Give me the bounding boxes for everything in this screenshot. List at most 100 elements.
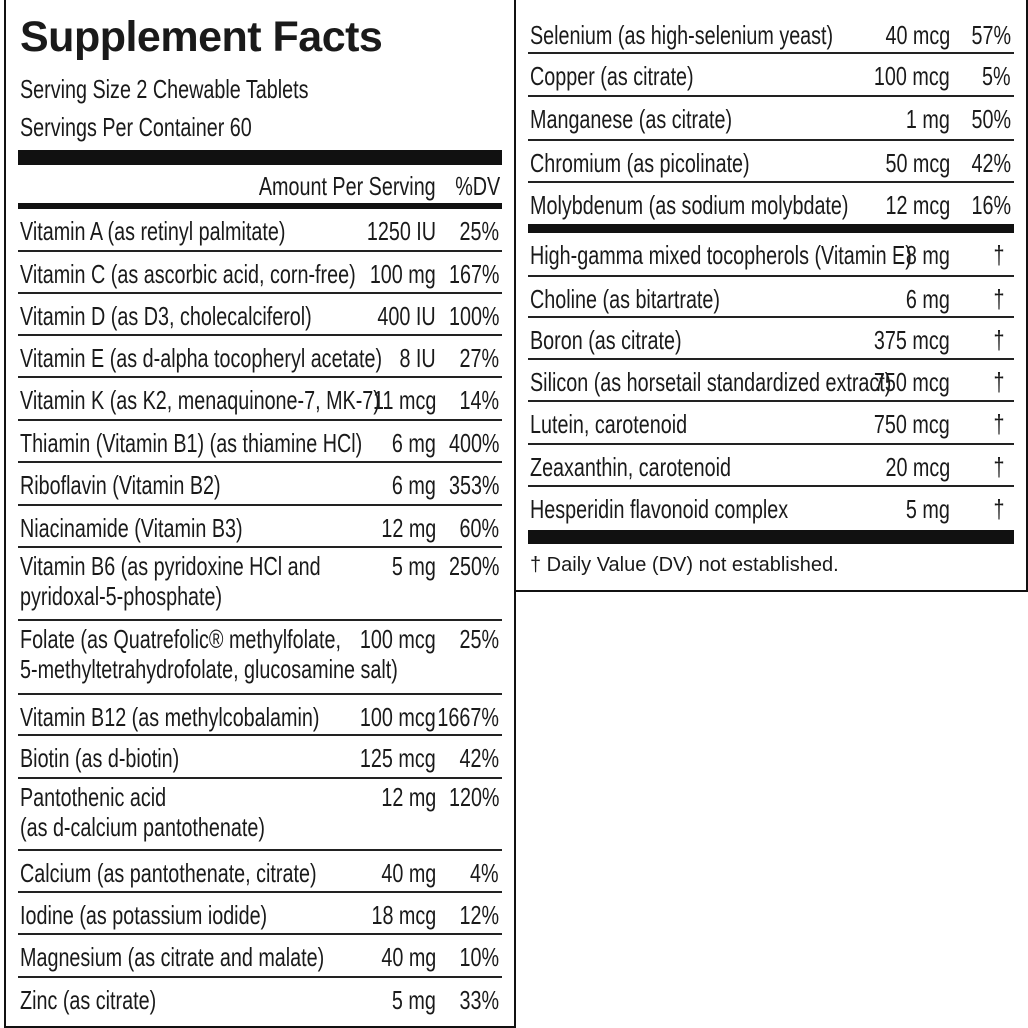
nutrient-row: Copper (as citrate) 100 mcg 5% (528, 54, 1014, 97)
nutrient-amount: 400 IU (377, 301, 436, 331)
nutrient-name-line2: (as d-calcium pantothenate) (20, 812, 265, 842)
nutrient-name: Molybdenum (as sodium molybdate) (530, 190, 849, 220)
nutrient-name: Niacinamide (Vitamin B3) (20, 513, 243, 543)
nutrient-dv: 42% (971, 148, 1011, 178)
nutrient-amount: 375 mcg (874, 325, 950, 355)
label-title: Supplement Facts (20, 13, 383, 61)
nutrient-amount: 40 mg (381, 942, 436, 972)
nutrient-name: Copper (as citrate) (530, 61, 694, 91)
amount-per-serving-header: Amount Per Serving (259, 171, 436, 201)
nutrient-dv: 42% (459, 743, 499, 773)
nutrient-dv: † (993, 452, 1004, 482)
thick-divider (528, 224, 1014, 233)
dv-header: %DV (454, 171, 500, 201)
nutrient-name: Vitamin B6 (as pyridoxine HCl and (20, 551, 321, 581)
nutrient-dv: 120% (448, 782, 499, 812)
nutrient-dv: 100% (448, 301, 499, 331)
nutrient-row: Magnesium (as citrate and malate) 40 mg 10… (18, 935, 502, 978)
nutrient-row: Chromium (as picolinate) 50 mcg 42% (528, 141, 1014, 183)
nutrient-name: High-gamma mixed tocopherols (Vitamin E) (530, 240, 912, 270)
nutrient-row: Vitamin E (as d-alpha tocopheryl acetate… (18, 336, 502, 378)
footnote: † Daily Value (DV) not established. (530, 554, 839, 576)
nutrient-name: Calcium (as pantothenate, citrate) (20, 858, 317, 888)
nutrient-row: Silicon (as horsetail standardized extra… (528, 360, 1014, 402)
nutrient-row: Vitamin B6 (as pyridoxine HCl and pyridox… (18, 548, 502, 621)
nutrient-dv: † (993, 240, 1004, 270)
nutrient-name: Riboflavin (Vitamin B2) (20, 470, 221, 500)
supplement-facts-right-panel: Selenium (as high-selenium yeast) 40 mcg 5… (514, 0, 1028, 592)
nutrient-amount: 8 mg (906, 240, 950, 270)
nutrient-amount: 100 mcg (360, 702, 436, 732)
nutrient-name: Chromium (as picolinate) (530, 148, 750, 178)
nutrient-row: Zinc (as citrate) 5 mg 33% (18, 978, 502, 1018)
nutrient-dv: 5% (982, 61, 1011, 91)
nutrient-row: Choline (as bitartrate) 6 mg † (528, 277, 1014, 318)
nutrient-dv: 33% (459, 985, 499, 1015)
nutrient-dv: † (993, 367, 1004, 397)
nutrient-row: Boron (as citrate) 375 mcg † (528, 318, 1014, 360)
servings-per-container: Servings Per Container 60 (20, 112, 252, 142)
nutrient-row: Iodine (as potassium iodide) 18 mcg 12% (18, 893, 502, 935)
nutrient-dv: † (993, 325, 1004, 355)
nutrient-row: Vitamin C (as ascorbic acid, corn-free) 1… (18, 252, 502, 294)
nutrient-amount: 5 mg (906, 494, 950, 524)
nutrient-row: Selenium (as high-selenium yeast) 40 mcg 5… (528, 13, 1014, 54)
nutrient-name-line2: pyridoxal-5-phosphate) (20, 581, 223, 611)
nutrient-name: Magnesium (as citrate and malate) (20, 942, 325, 972)
nutrient-dv: † (993, 494, 1004, 524)
nutrient-amount: 6 mg (392, 470, 436, 500)
nutrient-row: Pantothenic acid (as d-calcium pantothena… (18, 779, 502, 851)
nutrient-dv: 25% (459, 216, 499, 246)
nutrient-dv: 400% (448, 428, 499, 458)
nutrient-name: Zinc (as citrate) (20, 985, 157, 1015)
nutrient-name: Vitamin C (as ascorbic acid, corn-free) (20, 259, 356, 289)
nutrient-name: Hesperidin flavonoid complex (530, 494, 789, 524)
nutrient-amount: 8 IU (399, 343, 436, 373)
nutrient-name: Vitamin K (as K2, menaquinone-7, MK-7) (20, 385, 380, 415)
nutrient-row: Thiamin (Vitamin B1) (as thiamine HCl) 6 … (18, 421, 502, 463)
nutrient-dv: 25% (459, 624, 499, 654)
nutrient-dv: 4% (470, 858, 499, 888)
nutrient-name: Thiamin (Vitamin B1) (as thiamine HCl) (20, 428, 363, 458)
nutrient-name: Zeaxanthin, carotenoid (530, 452, 732, 482)
header-divider (18, 203, 502, 209)
nutrient-amount: 6 mg (392, 428, 436, 458)
nutrient-dv: 50% (971, 104, 1011, 134)
nutrient-name: Silicon (as horsetail standardized extra… (530, 367, 892, 397)
nutrient-amount: 100 mcg (360, 624, 436, 654)
nutrient-row: High-gamma mixed tocopherols (Vitamin E)… (528, 233, 1014, 277)
nutrient-amount: 18 mcg (371, 900, 436, 930)
nutrient-name: Choline (as bitartrate) (530, 284, 720, 314)
nutrient-amount: 100 mcg (874, 61, 950, 91)
nutrient-dv: 353% (448, 470, 499, 500)
nutrient-dv: 10% (459, 942, 499, 972)
nutrient-row: Vitamin K (as K2, menaquinone-7, MK-7) 11… (18, 378, 502, 421)
nutrient-amount: 100 mg (370, 259, 436, 289)
nutrient-row: Calcium (as pantothenate, citrate) 40 mg 4… (18, 851, 502, 893)
nutrient-name: Selenium (as high-selenium yeast) (530, 20, 834, 50)
nutrient-row: Hesperidin flavonoid complex 5 mg † (528, 487, 1014, 526)
nutrient-dv: 60% (459, 513, 499, 543)
nutrient-amount: 1 mg (906, 104, 950, 134)
nutrient-name: Vitamin B12 (as methylcobalamin) (20, 702, 320, 732)
thick-divider (528, 530, 1014, 544)
nutrient-dv: 12% (459, 900, 499, 930)
nutrient-amount: 40 mcg (885, 20, 950, 50)
nutrient-dv: 1667% (437, 702, 499, 732)
nutrient-dv: 57% (971, 20, 1011, 50)
nutrient-amount: 750 mcg (874, 409, 950, 439)
nutrient-dv: 250% (448, 551, 499, 581)
serving-size: Serving Size 2 Chewable Tablets (20, 74, 309, 104)
nutrient-amount: 5 mg (392, 985, 436, 1015)
nutrient-amount: 1250 IU (366, 216, 436, 246)
nutrient-name: Iodine (as potassium iodide) (20, 900, 268, 930)
nutrient-dv: † (993, 284, 1004, 314)
nutrient-row: Vitamin A (as retinyl palmitate) 1250 IU 2… (18, 209, 502, 252)
supplement-facts-left-panel: Supplement Facts Serving Size 2 Chewable… (4, 0, 516, 1028)
nutrient-amount: 20 mcg (885, 452, 950, 482)
nutrient-name: Pantothenic acid (20, 782, 167, 812)
nutrient-amount: 5 mg (392, 551, 436, 581)
nutrient-dv: 27% (459, 343, 499, 373)
nutrient-name: Vitamin E (as d-alpha tocopheryl acetate… (20, 343, 383, 373)
nutrient-name: Lutein, carotenoid (530, 409, 688, 439)
